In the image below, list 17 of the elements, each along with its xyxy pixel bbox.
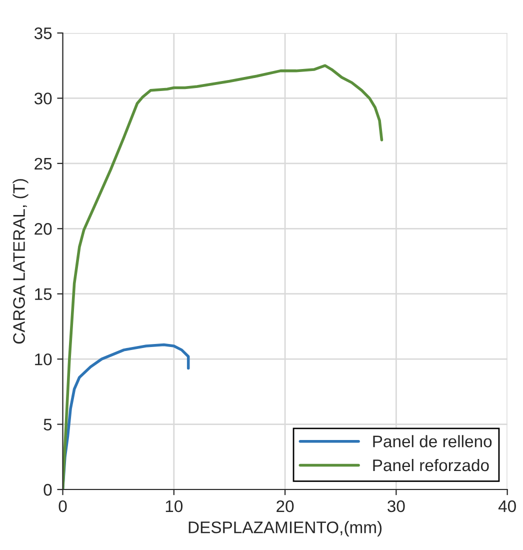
x-tick-label: 10: [166, 500, 183, 512]
x-tick-label: 30: [388, 500, 405, 512]
x-tick-label: 40: [498, 500, 516, 512]
y-axis-title: CARGA LATERAL, (T): [12, 179, 28, 344]
y-tick-label: 5: [44, 418, 52, 430]
x-axis-title: DESPLAZAMIENTO,(mm): [188, 521, 382, 537]
y-tick-label: 20: [34, 223, 52, 235]
y-tick-label: 35: [34, 27, 52, 40]
y-tick-label: 15: [35, 288, 52, 300]
y-tick-label: 10: [35, 353, 52, 366]
y-tick-label: 30: [34, 92, 52, 104]
x-tick-label: 0: [58, 500, 67, 512]
legend-label: Panel reforzado: [373, 458, 489, 472]
legend-label: Panel de relleno: [373, 435, 492, 448]
y-tick-label: 0: [44, 484, 52, 496]
y-tick-label: 25: [34, 158, 52, 170]
x-tick-label: 20: [276, 500, 294, 512]
